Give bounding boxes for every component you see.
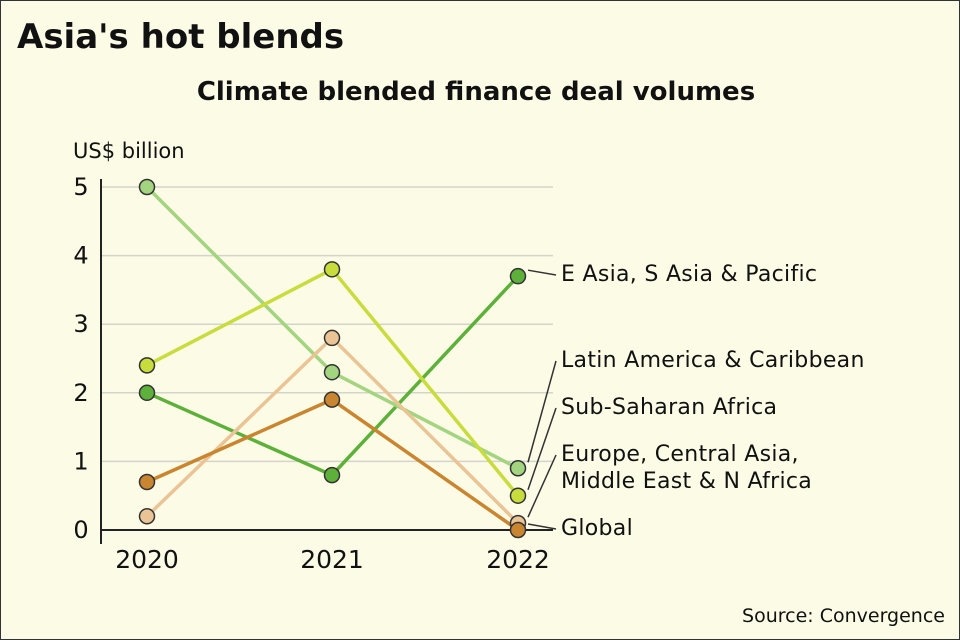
x-tick-label: 2021 (300, 545, 364, 574)
chart-title: Asia's hot blends (17, 17, 345, 57)
data-point (138, 384, 156, 402)
data-point (509, 267, 527, 285)
series-label: Sub-Saharan Africa (561, 395, 778, 420)
data-point (323, 391, 341, 408)
data-point (323, 329, 341, 347)
x-tick-label: 2022 (486, 545, 550, 574)
data-point (138, 357, 156, 374)
data-point (138, 508, 156, 525)
leader-line (527, 269, 557, 276)
data-point (323, 466, 341, 484)
data-point (138, 473, 156, 491)
y-tick-label: 2 (73, 379, 88, 407)
series-label: Latin America & Caribbean (561, 348, 865, 373)
leader-line (527, 523, 557, 530)
y-tick-label: 3 (73, 310, 88, 338)
data-point (509, 521, 527, 539)
data-point (509, 460, 527, 477)
leader-line (527, 454, 557, 518)
chart-subtitle: Climate blended finance deal volumes (196, 77, 756, 107)
data-point (323, 363, 341, 381)
y-axis-label: US$ billion (73, 139, 185, 163)
series-label: Europe, Central Asia, Middle East & N Af… (561, 442, 813, 494)
series-label: Global (561, 516, 633, 541)
y-tick-label: 5 (73, 173, 88, 201)
y-tick-label: 1 (73, 447, 88, 475)
x-tick-label: 2020 (115, 545, 179, 574)
source: Source: Convergence (742, 605, 945, 627)
y-tick-label: 4 (73, 242, 88, 270)
y-tick-label: 0 (73, 516, 88, 544)
data-point (323, 261, 341, 278)
series-label: E Asia, S Asia & Pacific (561, 262, 818, 287)
data-point (509, 487, 527, 504)
leader-line (527, 407, 557, 490)
leader-line (527, 360, 557, 463)
data-point (138, 178, 156, 196)
